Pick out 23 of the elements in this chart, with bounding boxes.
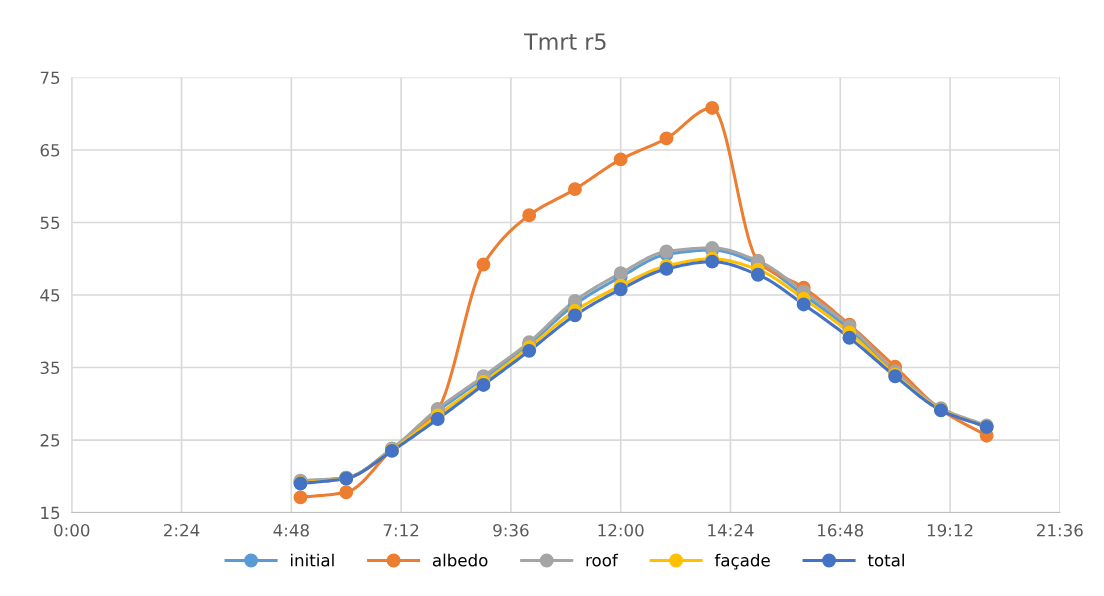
x-tick-label: 2:24 [164,523,200,537]
legend-label: façade [714,553,770,570]
y-tick-label: 65 [40,143,60,157]
legend-label: roof [586,553,619,567]
x-tick-label: 12:00 [598,523,644,537]
y-tick-label: 35 [40,361,60,375]
y-tick-label: 55 [40,216,60,230]
x-tick-label: 16:48 [818,523,864,537]
legend-label: total [867,553,904,567]
x-tick-label: 4:48 [273,523,309,537]
chart-title: Tmrt r5 [524,33,606,51]
y-tick-label: 45 [40,289,60,302]
legend-label: albedo [432,553,488,567]
x-tick-label: 14:24 [708,523,754,537]
x-tick-label: 19:12 [927,523,973,537]
x-tick-label: 9:36 [493,523,529,537]
legend-label: initial [290,553,334,567]
y-tick-label: 75 [40,71,60,85]
x-tick-label: 21:36 [1037,523,1083,537]
y-tick-label: 25 [40,434,60,447]
x-tick-label: 0:00 [54,523,90,537]
x-tick-label: 7:12 [383,523,419,537]
y-tick-label: 15 [41,506,60,520]
